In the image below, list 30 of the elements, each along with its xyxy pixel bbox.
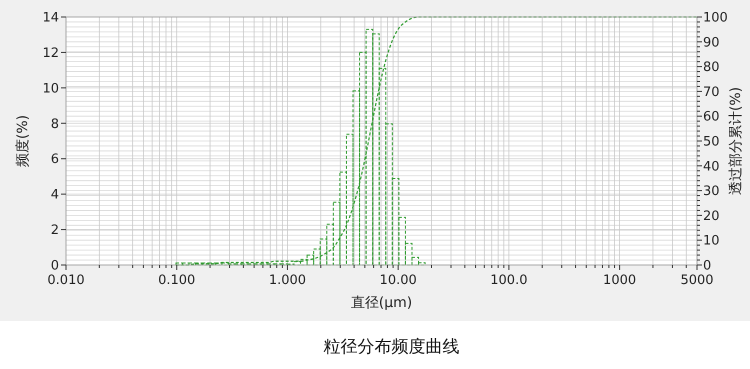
- y-tick-label: 2: [50, 223, 59, 238]
- x-tick-label: 1000: [603, 273, 636, 288]
- y2-tick-label: 0: [703, 258, 712, 274]
- x-tick-label: 5000: [680, 273, 714, 288]
- y2-tick-label: 10: [703, 234, 720, 249]
- x-axis-title: 直径(μm): [350, 295, 412, 311]
- y2-tick-label: 40: [703, 159, 720, 174]
- y2-tick-label: 90: [703, 35, 720, 50]
- y-tick-label: 4: [50, 188, 59, 203]
- y-tick-label: 6: [50, 152, 59, 168]
- y2-axis-title: 透过部分累计(%): [728, 86, 744, 196]
- x-tick-label: 0.010: [47, 273, 85, 288]
- y2-tick-label: 100: [703, 10, 728, 26]
- y2-tick-label: 20: [703, 208, 720, 224]
- y2-tick-label: 30: [703, 184, 720, 200]
- x-tick-label: 1.000: [268, 273, 306, 288]
- y-tick-label: 12: [42, 46, 59, 61]
- x-tick-label: 10.00: [380, 273, 417, 288]
- x-tick-label: 0.100: [158, 273, 196, 288]
- y-tick-label: 10: [42, 81, 59, 96]
- y2-tick-label: 80: [703, 60, 720, 76]
- y-tick-label: 8: [50, 116, 59, 132]
- y-axis-title: 频度(%): [15, 114, 31, 168]
- y2-tick-label: 70: [703, 84, 720, 100]
- x-tick-label: 100.0: [490, 273, 528, 288]
- y-tick-label: 14: [42, 10, 59, 26]
- y-tick-label: 0: [50, 258, 59, 274]
- y2-tick-label: 60: [703, 110, 720, 125]
- y2-tick-label: 50: [703, 134, 720, 150]
- text: 粒径分布频度曲线: [324, 337, 460, 357]
